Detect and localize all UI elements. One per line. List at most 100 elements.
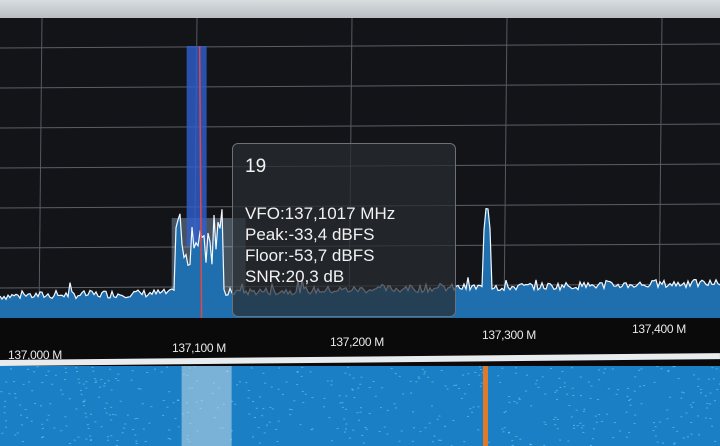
waterfall-noise bbox=[697, 378, 700, 380]
waterfall-noise bbox=[386, 433, 389, 435]
waterfall-noise bbox=[409, 380, 412, 382]
waterfall-noise bbox=[499, 381, 502, 383]
waterfall-noise bbox=[629, 404, 632, 406]
waterfall-display[interactable] bbox=[0, 366, 720, 446]
waterfall-noise bbox=[103, 382, 106, 384]
waterfall-noise bbox=[68, 398, 71, 400]
waterfall-noise bbox=[580, 427, 583, 429]
waterfall-noise bbox=[368, 413, 371, 415]
waterfall-noise bbox=[514, 367, 517, 369]
waterfall-noise bbox=[558, 377, 561, 379]
waterfall-noise bbox=[556, 418, 559, 420]
waterfall-noise bbox=[139, 388, 142, 390]
waterfall-noise bbox=[97, 396, 100, 398]
waterfall-noise bbox=[77, 378, 80, 380]
waterfall-noise bbox=[41, 428, 44, 430]
waterfall-noise bbox=[75, 408, 78, 410]
waterfall-noise bbox=[513, 400, 516, 402]
waterfall-noise bbox=[689, 404, 692, 406]
waterfall-noise bbox=[567, 440, 570, 442]
waterfall-noise bbox=[700, 392, 703, 394]
waterfall-noise bbox=[85, 438, 88, 440]
waterfall-noise bbox=[554, 416, 557, 418]
waterfall-noise bbox=[263, 432, 266, 434]
waterfall-noise bbox=[715, 368, 718, 370]
waterfall-noise bbox=[656, 441, 659, 443]
waterfall-noise bbox=[653, 422, 655, 424]
waterfall-noise bbox=[109, 368, 112, 370]
waterfall-noise bbox=[68, 442, 71, 444]
waterfall-signal-trace bbox=[483, 366, 488, 446]
waterfall-noise bbox=[480, 368, 483, 370]
waterfall-noise bbox=[277, 388, 280, 390]
waterfall-noise bbox=[75, 367, 78, 369]
waterfall-noise bbox=[255, 407, 258, 409]
waterfall-noise bbox=[607, 388, 610, 390]
waterfall-noise bbox=[544, 393, 547, 395]
waterfall-noise bbox=[360, 376, 363, 378]
waterfall-noise bbox=[136, 417, 139, 419]
waterfall-noise bbox=[245, 382, 248, 384]
waterfall-noise bbox=[667, 370, 670, 372]
waterfall-plot[interactable] bbox=[0, 366, 720, 446]
waterfall-noise bbox=[60, 389, 62, 391]
channel-number: 19 bbox=[245, 156, 267, 177]
waterfall-noise bbox=[5, 420, 8, 422]
waterfall-noise bbox=[587, 381, 590, 383]
waterfall-noise bbox=[64, 416, 67, 418]
waterfall-noise bbox=[134, 418, 137, 420]
waterfall-noise bbox=[515, 435, 518, 437]
waterfall-noise bbox=[264, 382, 267, 384]
waterfall-noise bbox=[481, 372, 484, 374]
waterfall-noise bbox=[330, 440, 333, 442]
waterfall-noise bbox=[428, 422, 431, 424]
waterfall-noise bbox=[437, 439, 440, 441]
channel-info-tooltip: 19 VFO:137,1017 MHz Peak:-33,4 dBFS Floo… bbox=[232, 143, 456, 317]
waterfall-noise bbox=[633, 390, 636, 392]
waterfall-noise bbox=[166, 366, 169, 368]
waterfall-noise bbox=[80, 393, 83, 395]
waterfall-noise bbox=[544, 423, 547, 425]
waterfall-noise bbox=[654, 426, 657, 428]
waterfall-noise bbox=[395, 407, 398, 409]
waterfall-noise bbox=[47, 414, 50, 416]
waterfall-noise bbox=[77, 436, 80, 438]
waterfall-noise bbox=[16, 432, 19, 434]
waterfall-noise bbox=[477, 406, 480, 408]
snr-readout: SNR:20,3 dB bbox=[245, 267, 345, 286]
waterfall-noise bbox=[680, 397, 683, 399]
waterfall-noise bbox=[590, 385, 593, 387]
waterfall-noise bbox=[672, 366, 675, 368]
waterfall-noise bbox=[65, 425, 68, 427]
waterfall-noise bbox=[135, 440, 138, 442]
waterfall-noise bbox=[658, 421, 661, 423]
vfo-marker-band bbox=[186, 46, 207, 246]
waterfall-noise bbox=[704, 395, 707, 397]
waterfall-noise bbox=[690, 406, 693, 408]
waterfall-noise bbox=[629, 398, 632, 400]
waterfall-noise bbox=[135, 443, 138, 445]
waterfall-noise bbox=[250, 367, 253, 369]
waterfall-noise bbox=[105, 412, 108, 414]
waterfall-noise bbox=[595, 421, 598, 423]
waterfall-noise bbox=[238, 381, 241, 383]
waterfall-noise bbox=[285, 381, 288, 383]
waterfall-noise bbox=[555, 390, 558, 392]
waterfall-noise bbox=[709, 403, 712, 405]
waterfall-noise bbox=[611, 368, 614, 370]
waterfall-noise bbox=[453, 384, 456, 386]
waterfall-noise bbox=[167, 437, 170, 439]
waterfall-noise bbox=[79, 390, 82, 392]
waterfall-noise bbox=[359, 407, 362, 409]
waterfall-noise bbox=[458, 388, 461, 390]
waterfall-noise bbox=[301, 390, 304, 392]
waterfall-noise bbox=[714, 440, 717, 442]
waterfall-noise bbox=[436, 418, 439, 420]
waterfall-noise bbox=[692, 401, 695, 403]
waterfall-noise bbox=[247, 390, 250, 392]
waterfall-noise bbox=[526, 374, 528, 376]
waterfall-noise bbox=[361, 434, 364, 436]
waterfall-noise bbox=[368, 387, 371, 389]
waterfall-noise bbox=[76, 371, 79, 373]
waterfall-noise bbox=[301, 366, 304, 368]
